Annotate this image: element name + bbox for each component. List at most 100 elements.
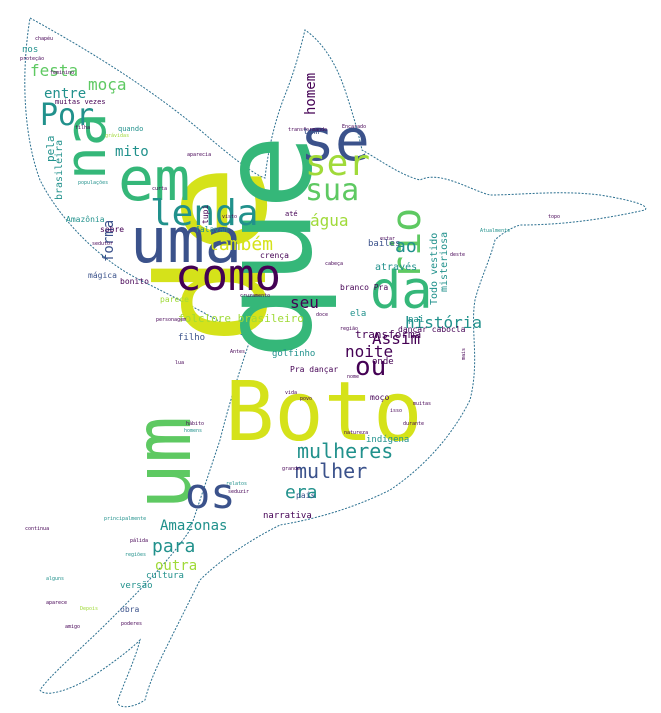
- cloud-word: indígena: [366, 435, 409, 445]
- cloud-word: bonito: [120, 277, 149, 286]
- cloud-word: era: [285, 482, 318, 503]
- cloud-word: nos: [22, 45, 38, 55]
- cloud-word: personagem: [156, 317, 186, 323]
- cloud-word: doce: [316, 312, 328, 318]
- cloud-word: curta: [152, 186, 167, 192]
- cloud-word: filha: [75, 125, 90, 131]
- cloud-word: através: [375, 261, 417, 273]
- cloud-word: topo: [548, 214, 560, 220]
- cloud-word: versão: [120, 581, 153, 591]
- cloud-word: bailes: [368, 239, 401, 249]
- cloud-word: moço: [370, 393, 389, 402]
- cloud-word: Atualmente: [480, 228, 510, 234]
- cloud-word: moça: [88, 75, 127, 94]
- cloud-word: seu: [290, 293, 319, 312]
- cloud-word: branco Pra: [340, 283, 388, 292]
- cloud-word: entre: [44, 86, 86, 102]
- cloud-word: água: [310, 211, 349, 230]
- cloud-word: muitas: [413, 401, 431, 407]
- cloud-word: Antes: [230, 349, 245, 355]
- cloud-word: um: [119, 416, 209, 510]
- cloud-word: amigo: [65, 624, 80, 630]
- cloud-word: durante: [403, 421, 424, 427]
- cloud-word: ao: [395, 236, 417, 257]
- cloud-word: pela: [44, 136, 57, 163]
- cloud-word: brasileira: [54, 140, 65, 200]
- cloud-word: isso: [390, 408, 402, 414]
- cloud-word: mágica: [88, 271, 117, 280]
- cloud-word: ou: [355, 352, 386, 382]
- cloud-word: ela: [350, 309, 366, 319]
- cloud-word: Boto: [225, 365, 422, 460]
- cloud-word: da: [370, 261, 433, 321]
- cloud-word: como: [175, 250, 281, 301]
- cloud-word: mulheres: [297, 439, 393, 463]
- cloud-word: nome: [347, 374, 359, 380]
- cloud-word: Amazonas: [160, 518, 227, 534]
- cloud-word: natureza: [344, 430, 368, 436]
- cloud-word: também: [208, 234, 273, 255]
- cloud-word: tupi: [201, 205, 210, 224]
- cloud-word: vida: [285, 390, 297, 396]
- cloud-word: grande: [282, 466, 300, 472]
- cloud-word: Assim: [372, 329, 420, 348]
- cloud-word: na: [54, 113, 119, 180]
- cloud-word: deste: [450, 252, 465, 258]
- cloud-word: aparecia: [187, 152, 211, 158]
- cloud-word: povo: [300, 396, 312, 402]
- cloud-word: parece: [160, 295, 189, 304]
- cloud-word: proteção: [20, 56, 44, 62]
- cloud-word: obra: [120, 605, 139, 614]
- cloud-word: Amazônia: [66, 214, 105, 224]
- cloud-word: em: [118, 145, 190, 215]
- cloud-word: sua: [305, 173, 359, 208]
- cloud-word: pai: [408, 315, 424, 325]
- cloud-word: país: [296, 491, 315, 500]
- cloud-word: seduzir: [228, 489, 249, 495]
- cloud-word: poderes: [121, 621, 142, 627]
- cloud-word: alguns: [46, 576, 64, 582]
- cloud-word: mais: [461, 348, 467, 360]
- cloud-word: estar: [380, 236, 395, 242]
- cloud-word: transformando: [288, 127, 327, 133]
- cloud-word: muitas vezes: [55, 98, 106, 106]
- cloud-word: os: [185, 469, 236, 518]
- cloud-word: visto: [222, 214, 237, 220]
- cloud-word: noite: [345, 342, 393, 361]
- cloud-word: populações: [78, 180, 108, 186]
- cloud-word: uma: [130, 204, 242, 277]
- cloud-word: homens: [184, 428, 202, 434]
- cloud-word: onde: [372, 357, 394, 367]
- cloud-word: folclore brasileiro: [178, 312, 304, 325]
- cloud-word: regiões: [125, 552, 146, 558]
- cloud-word: se: [300, 106, 370, 174]
- cloud-word: Pra dançar: [290, 365, 338, 374]
- cloud-word: cabeça: [325, 261, 343, 267]
- cloud-word: homem: [303, 73, 319, 115]
- hummingbird-outline: [24, 17, 647, 708]
- cloud-word: Todo vestido: [429, 233, 440, 305]
- cloud-word: continua: [25, 526, 49, 532]
- cloud-word: festa: [30, 61, 78, 80]
- cloud-word: transforma: [355, 328, 421, 341]
- cloud-word: mulher: [295, 459, 367, 483]
- cloud-word: mito: [115, 144, 149, 160]
- cloud-word: dançar cabocla: [398, 325, 466, 334]
- cloud-word: ser: [305, 143, 370, 184]
- cloud-word: quando: [118, 125, 143, 133]
- cloud-word: feminino: [50, 70, 74, 76]
- cloud-word: até: [285, 210, 298, 218]
- cloud-word: que: [195, 134, 340, 360]
- cloud-word: crença: [260, 251, 289, 260]
- cloud-word: lenda: [150, 193, 258, 234]
- cloud-word: para: [152, 536, 195, 557]
- cloud-word: rio: [384, 208, 430, 280]
- cloud-word: aparece: [46, 600, 67, 606]
- cloud-word: chapéu: [35, 35, 53, 42]
- cloud-word: pálida: [130, 537, 148, 544]
- cloud-word: principalmente: [104, 516, 146, 522]
- cloud-word: lua: [175, 360, 184, 366]
- cloud-word: falavam: [195, 225, 229, 234]
- cloud-word: região: [340, 326, 358, 332]
